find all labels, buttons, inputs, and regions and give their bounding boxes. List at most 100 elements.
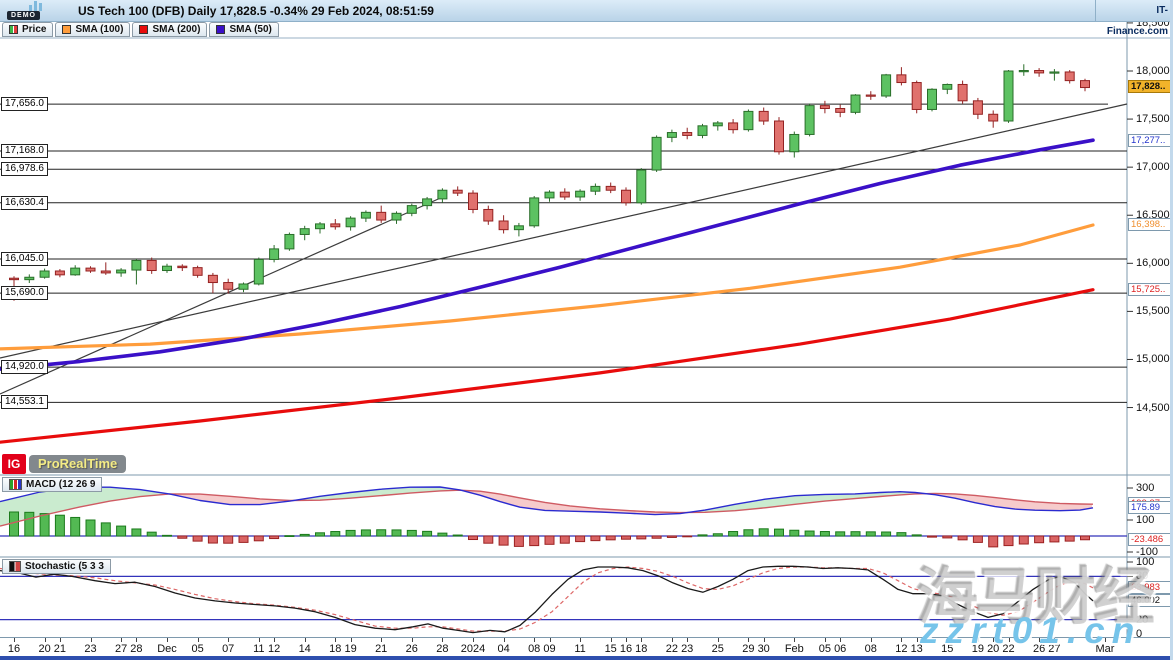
legend-tab-sma50[interactable]: SMA (50) [209, 22, 279, 37]
time-label: 09 [543, 643, 556, 655]
time-label: 13 [910, 643, 923, 655]
time-tick [228, 638, 230, 642]
time-label: 21 [375, 643, 388, 655]
macd-histogram-bar [146, 531, 157, 537]
candle [728, 122, 739, 131]
legend-tab-sma200[interactable]: SMA (200) [132, 22, 208, 37]
macd-histogram-bar [315, 532, 325, 537]
time-label: 18 [635, 643, 648, 655]
macd-histogram-bar [911, 534, 922, 537]
axis-tick-label: 14,500 [1136, 401, 1170, 414]
candle [1064, 71, 1075, 82]
time-tick [258, 638, 260, 642]
time-tick [717, 638, 719, 642]
time-label: 22 [1002, 643, 1015, 655]
time-label: 20 [987, 643, 1000, 655]
macd-histogram-bar [223, 535, 234, 544]
price-level-label: 15,690.0 [1, 286, 48, 301]
candle [957, 83, 968, 102]
candle [911, 82, 922, 110]
candle [942, 83, 953, 90]
candle [651, 136, 662, 171]
macd-histogram-bar [360, 529, 371, 537]
legend-tab-label: SMA (50) [229, 24, 272, 35]
stochastic-panel-label[interactable]: Stochastic (5 3 3 [2, 559, 111, 574]
macd-histogram-bar [774, 528, 784, 537]
time-label: 15 [604, 643, 617, 655]
candle [162, 265, 172, 272]
macd-histogram-bar [1003, 535, 1014, 547]
time-label: 22 [665, 643, 679, 655]
time-tick [824, 638, 826, 642]
macd-histogram-bar [100, 522, 111, 537]
macd-histogram-bar [697, 534, 708, 537]
candle [223, 282, 234, 290]
prorealtime-logo: ProRealTime [29, 455, 127, 473]
macd-bull-shade [297, 487, 462, 501]
axis-tick-label: 17,000 [1136, 161, 1170, 174]
macd-signal-line [0, 489, 1094, 527]
time-axis[interactable]: 16 20 21 23 27 28 Dec 05 07 11 12 14 18 19 21 26 28 2024 0… [0, 637, 1173, 660]
time-label: 15 [941, 643, 954, 655]
macd-panel-label[interactable]: MACD (12 26 9 [2, 477, 103, 492]
macd-value-box: -23.486 [1128, 532, 1172, 546]
brand-link[interactable]: IT-Finance.com [1095, 0, 1173, 37]
macd-histogram-bar [942, 535, 953, 539]
axis-tick-label: -100 [1136, 546, 1159, 558]
candle [1034, 70, 1045, 74]
macd-histogram-bar [712, 533, 723, 537]
time-tick [59, 638, 61, 642]
candle [559, 191, 570, 198]
time-tick [1054, 638, 1056, 642]
macd-bear-shade [927, 493, 1092, 511]
axis-tick-label: 300 [1136, 482, 1155, 494]
macd-histogram-bar [116, 525, 127, 537]
candle [9, 277, 19, 281]
macd-histogram-bar [636, 535, 647, 540]
legend-tab-sma100[interactable]: SMA (100) [55, 22, 131, 37]
time-label: 04 [497, 643, 510, 655]
candle [24, 276, 35, 281]
time-label: 07 [222, 643, 235, 655]
macd-histogram-bar [406, 529, 417, 537]
macd-histogram-bar [70, 516, 81, 537]
price-level-label: 17,656.0 [1, 97, 48, 112]
time-label: 19 [971, 643, 985, 655]
time-tick [901, 638, 903, 642]
candle [1003, 70, 1014, 122]
candle [483, 208, 494, 222]
candle [269, 248, 280, 260]
axis-tick-label: 17,500 [1136, 113, 1170, 126]
macd-histogram-bar [452, 534, 463, 537]
time-label: 28 [130, 643, 143, 655]
trendline[interactable] [0, 103, 1128, 359]
legend-tab-price[interactable]: Price [2, 22, 54, 37]
time-label: Dec [157, 643, 177, 655]
macd-histogram-bar [651, 535, 662, 539]
candle [315, 223, 325, 230]
watermark-url: zzrt01.cn [920, 610, 1142, 651]
macd-histogram-bar [835, 531, 846, 537]
macd-histogram-bar [544, 535, 555, 545]
time-label: 26 [1032, 643, 1046, 655]
candle [284, 233, 295, 250]
macd-histogram-bar [345, 529, 356, 537]
chart-icon [29, 1, 47, 11]
candle [253, 258, 264, 285]
macd-histogram-bar [468, 535, 478, 541]
candle [513, 225, 524, 231]
price-level-label: 14,553.1 [1, 395, 48, 410]
macd-icon [9, 479, 22, 490]
candle [850, 94, 861, 113]
time-label: 16 [619, 643, 633, 655]
macd-histogram-bar [559, 535, 570, 544]
sma50-line [0, 138, 1095, 371]
macd-histogram-bar [483, 535, 494, 544]
macd-bear-shade [462, 490, 690, 515]
time-label: 19 [344, 643, 357, 655]
sma-swatch-icon [216, 25, 226, 34]
time-label: 26 [405, 643, 418, 655]
axis-tick-label: 100 [1136, 514, 1155, 526]
time-tick [503, 638, 505, 642]
